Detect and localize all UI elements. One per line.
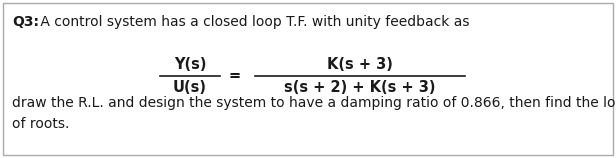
Text: Y(s): Y(s) <box>174 57 206 72</box>
FancyBboxPatch shape <box>3 3 613 155</box>
Text: K(s + 3): K(s + 3) <box>327 57 393 72</box>
Text: U(s): U(s) <box>173 80 207 95</box>
Text: =: = <box>229 69 241 83</box>
Text: s(s + 2) + K(s + 3): s(s + 2) + K(s + 3) <box>284 80 436 95</box>
Text: Q3:: Q3: <box>12 15 39 29</box>
Text: A control system has a closed loop T.F. with unity feedback as: A control system has a closed loop T.F. … <box>36 15 469 29</box>
Text: draw the R.L. and design the system to have a damping ratio of 0.866, then find : draw the R.L. and design the system to h… <box>12 96 616 131</box>
